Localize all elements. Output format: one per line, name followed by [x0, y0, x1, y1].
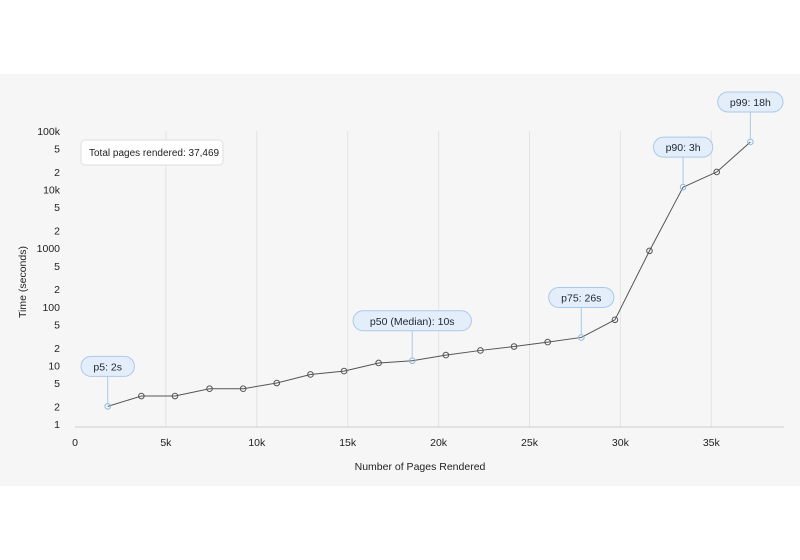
y-tick-label: 2 — [54, 343, 60, 355]
callout-box — [548, 286, 615, 308]
callout-box — [717, 91, 784, 113]
data-point — [273, 379, 281, 387]
y-tick-label: 10 — [48, 360, 60, 372]
total-pages-box: Total pages rendered: 37,469 — [80, 139, 224, 166]
callout-box — [80, 355, 135, 377]
x-tick-label: 5k — [160, 437, 172, 449]
y-axis-title: Time (seconds) — [17, 246, 29, 318]
callout-label: p50 (Median): 10s — [370, 316, 455, 328]
x-tick-label: 0 — [72, 437, 78, 449]
data-point — [611, 316, 619, 324]
x-tick-label: 35k — [703, 437, 721, 449]
y-tick-label: 5 — [54, 144, 60, 156]
y-tick-label: 1000 — [37, 243, 61, 255]
percentile-callout: p5: 2s — [80, 355, 135, 404]
percentile-point — [104, 403, 112, 410]
data-point — [375, 359, 382, 367]
callout-box — [352, 310, 472, 332]
y-tick-label: 100k — [37, 126, 61, 138]
y-axis: 1 2 5 10 2 5 100 2 5 1000 2 5 10k 2 5 100k — [37, 126, 61, 431]
callout-label: p99: 18h — [730, 97, 771, 109]
x-tick-label: 20k — [430, 437, 448, 449]
y-tick-label: 5 — [54, 202, 60, 214]
y-tick-label: 2 — [54, 226, 60, 238]
percentile-callout: p90: 3h — [652, 136, 714, 185]
x-tick-label: 15k — [339, 437, 357, 449]
y-tick-label: 5 — [54, 319, 60, 331]
percentile-point — [679, 183, 687, 191]
data-point — [646, 247, 653, 255]
x-tick-label: 30k — [612, 437, 630, 449]
y-tick-label: 2 — [54, 284, 60, 296]
y-tick-label: 5 — [54, 261, 60, 273]
percentile-point — [408, 357, 416, 365]
data-point — [510, 343, 518, 350]
y-tick-label: 5 — [54, 378, 60, 390]
percentile-point — [747, 138, 754, 146]
data-point — [544, 338, 551, 346]
percentile-point — [577, 334, 585, 341]
data-point — [138, 392, 145, 400]
y-tick-label: 1 — [54, 419, 60, 431]
y-tick-label: 100 — [42, 302, 60, 314]
data-point — [340, 367, 348, 375]
x-tick-label: 10k — [248, 437, 266, 449]
series — [104, 138, 754, 410]
data-point — [713, 168, 721, 176]
x-axis: 0 5k 10k 15k 20k 25k 30k 35k — [72, 437, 720, 449]
y-tick-label: 2 — [54, 401, 60, 413]
percentile-callout: p50 (Median): 10s — [352, 310, 472, 358]
percentile-callout: p99: 18h — [717, 91, 784, 139]
data-point — [307, 371, 314, 378]
data-point — [171, 392, 179, 400]
annotations: p5: 2s p50 (Median): 10s p75: 26s p90: 3h p9… — [80, 91, 784, 404]
callout-label: p75: 26s — [561, 292, 601, 304]
callout-box — [652, 136, 714, 158]
y-tick-label: 10k — [43, 185, 61, 197]
data-point — [239, 385, 247, 393]
data-point — [206, 385, 213, 393]
data-point — [477, 347, 484, 354]
data-point — [442, 351, 450, 359]
series-line — [107, 141, 751, 407]
grid — [75, 131, 784, 428]
callout-label: p90: 3h — [666, 142, 701, 154]
callout-label: p5: 2s — [93, 361, 122, 373]
percentile-callout: p75: 26s — [548, 286, 615, 335]
x-tick-label: 25k — [521, 437, 539, 449]
x-axis-title: Number of Pages Rendered — [355, 461, 486, 473]
total-pages-label: Total pages rendered: 37,469 — [89, 148, 220, 159]
y-tick-label: 2 — [54, 167, 60, 179]
